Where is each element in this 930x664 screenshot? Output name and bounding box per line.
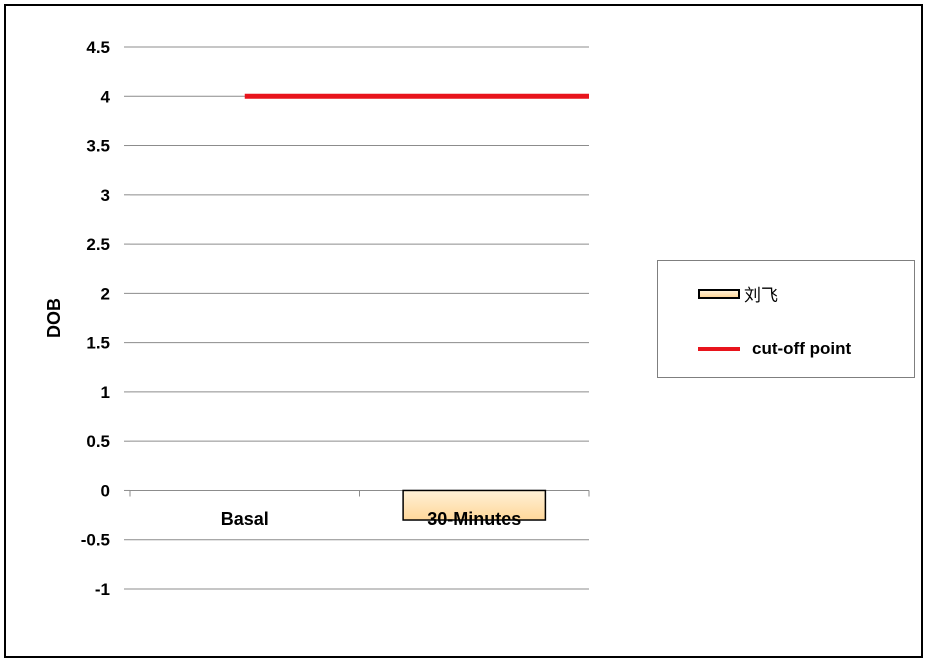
y-tick-label: 4: [101, 87, 111, 106]
y-tick-label: 4.5: [86, 38, 110, 57]
y-tick-label: 0: [101, 481, 110, 500]
y-tick-label: 3.5: [86, 137, 110, 156]
legend-label-cutoff: cut-off point: [752, 339, 852, 358]
y-tick-label: -1: [95, 580, 110, 599]
y-tick-label: 0.5: [86, 432, 110, 451]
legend-item-cutoff: cut-off point: [698, 339, 851, 359]
y-tick-label: 1.5: [86, 334, 110, 353]
y-axis-title: DOB: [44, 298, 64, 338]
legend: 刘飞 cut-off point: [657, 260, 915, 378]
legend-swatch-bar: [698, 288, 740, 299]
legend-label-bar-series: 刘飞: [744, 286, 778, 305]
x-category-label: 30-Minutes: [427, 509, 521, 529]
y-tick-label: 2.5: [86, 235, 110, 254]
y-tick-label: 2: [101, 284, 110, 303]
x-category-label: Basal: [221, 509, 269, 529]
bar: [402, 489, 547, 521]
legend-swatch-line: [698, 347, 740, 351]
y-tick-label: 1: [101, 383, 110, 402]
y-tick-label: -0.5: [81, 531, 110, 550]
y-tick-label: 3: [101, 186, 110, 205]
legend-item-bar-series: 刘飞: [698, 281, 778, 306]
